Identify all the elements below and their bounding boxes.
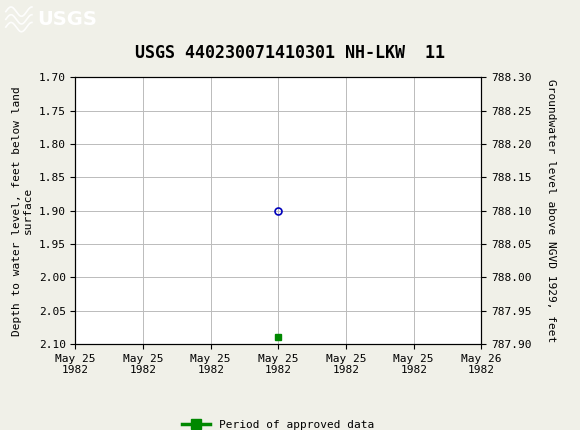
- Legend: Period of approved data: Period of approved data: [178, 415, 379, 430]
- Text: USGS 440230071410301 NH-LKW  11: USGS 440230071410301 NH-LKW 11: [135, 44, 445, 62]
- Y-axis label: Depth to water level, feet below land
surface: Depth to water level, feet below land su…: [12, 86, 33, 335]
- Y-axis label: Groundwater level above NGVD 1929, feet: Groundwater level above NGVD 1929, feet: [546, 79, 556, 342]
- Text: USGS: USGS: [38, 10, 97, 29]
